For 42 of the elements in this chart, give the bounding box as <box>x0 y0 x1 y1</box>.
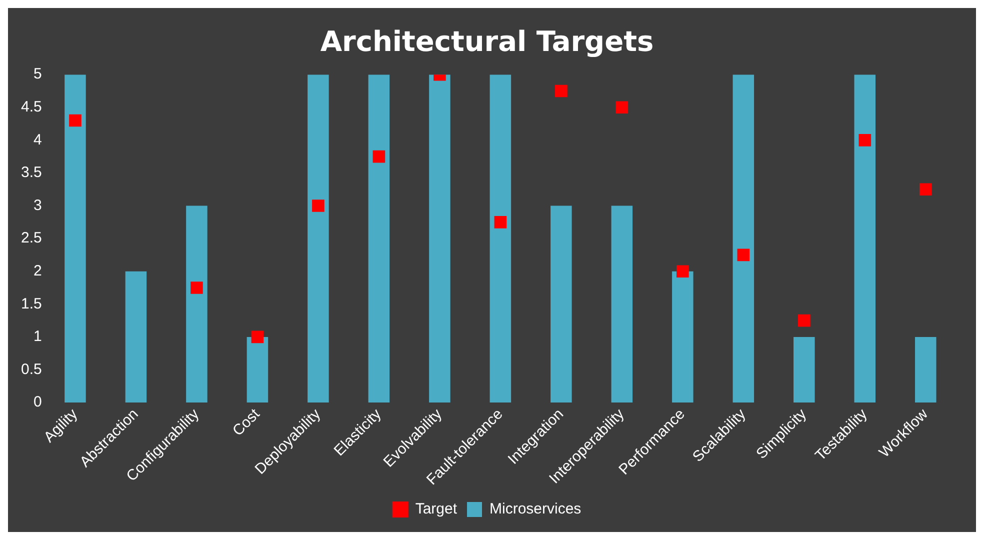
point <box>616 101 628 114</box>
legend-label: Target <box>415 500 458 518</box>
y-tick-label: 2 <box>34 262 42 280</box>
bar <box>429 74 450 403</box>
bar <box>308 74 329 403</box>
bar <box>915 336 936 403</box>
bar <box>732 74 754 403</box>
point <box>312 200 324 212</box>
point <box>372 150 386 163</box>
bar <box>550 206 572 403</box>
point <box>919 183 932 196</box>
point <box>190 282 203 294</box>
bar <box>186 206 208 403</box>
y-tick-label: 2.5 <box>20 230 42 247</box>
point <box>69 114 82 127</box>
bar <box>125 271 147 403</box>
bar <box>794 336 815 403</box>
bar <box>672 271 694 403</box>
point <box>251 330 264 344</box>
y-tick-label: 1.5 <box>20 295 42 312</box>
bar <box>490 74 512 403</box>
point <box>858 134 872 146</box>
y-tick-label: 4 <box>34 131 42 148</box>
bar <box>246 336 268 403</box>
bar <box>64 74 86 403</box>
bar <box>611 206 633 403</box>
point <box>555 84 568 98</box>
y-tick-label: 0 <box>34 394 42 411</box>
y-tick-label: 3.5 <box>20 164 42 182</box>
bar <box>368 74 390 403</box>
y-tick-label: 5 <box>34 66 42 83</box>
y-tick-label: 1 <box>34 328 42 346</box>
point <box>494 216 507 228</box>
legend-label: Microservices <box>490 500 582 518</box>
chart-title: Architectural Targets <box>320 25 654 58</box>
point <box>737 248 750 262</box>
point <box>676 265 689 278</box>
y-tick-label: 3 <box>34 196 42 214</box>
y-tick-label: 0.5 <box>20 360 42 378</box>
point <box>798 314 810 327</box>
y-tick-label: 4.5 <box>20 98 42 116</box>
bar <box>854 74 876 403</box>
